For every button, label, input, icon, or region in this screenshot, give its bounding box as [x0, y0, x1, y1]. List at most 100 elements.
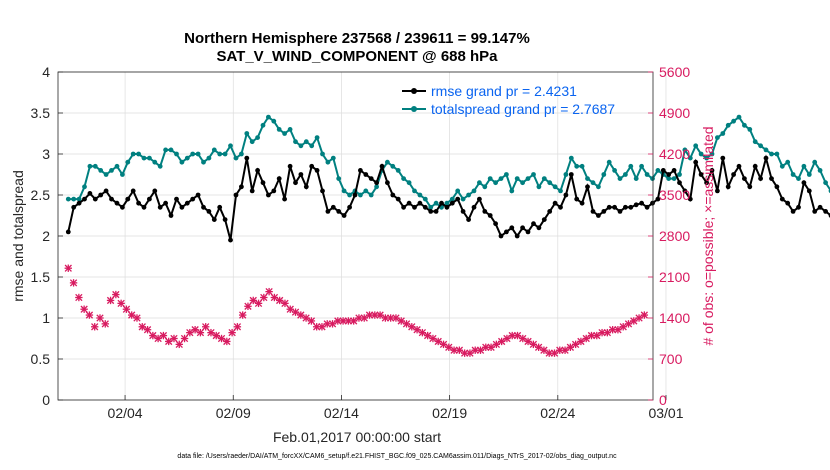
rmse-point: [531, 221, 536, 227]
rmse-point: [547, 209, 553, 214]
obs-point: [122, 305, 131, 313]
y-tick-label-left: 1.5: [31, 269, 51, 285]
spread-point: [266, 114, 271, 120]
spread-point: [731, 118, 736, 124]
spread-point: [774, 151, 780, 157]
rmse-point: [633, 202, 639, 208]
rmse-point: [509, 225, 515, 231]
obs-point: [96, 314, 104, 322]
rmse-point: [779, 196, 785, 202]
spread-point: [222, 151, 228, 157]
footnote: data file: /Users/raeder/DAI/ATM_forcXX/…: [177, 453, 617, 460]
rmse-point: [579, 200, 585, 206]
rmse-point: [217, 204, 223, 210]
rmse-point: [120, 204, 125, 210]
rmse-point: [801, 180, 807, 186]
rmse-point: [769, 176, 774, 182]
obs-point: [101, 320, 109, 328]
spread-point: [341, 188, 347, 194]
rmse-point: [704, 180, 709, 186]
spread-point: [601, 172, 607, 177]
spread-point: [428, 204, 434, 210]
obs-point: [482, 343, 490, 351]
spread-point: [65, 196, 71, 202]
spread-point: [87, 163, 93, 169]
obs-point: [117, 299, 125, 308]
rmse-point: [190, 196, 196, 202]
spread-point: [677, 172, 682, 177]
spread-point: [260, 122, 266, 128]
rmse-point: [455, 196, 461, 202]
spread-point: [558, 188, 563, 194]
rmse-point: [493, 221, 498, 227]
rmse-point: [525, 229, 531, 235]
spread-point: [444, 200, 450, 206]
rmse-point: [82, 196, 87, 202]
spread-point: [806, 172, 812, 177]
rmse-point: [504, 229, 509, 235]
rmse-point: [266, 192, 271, 198]
spread-point: [763, 147, 769, 153]
obs-point: [254, 299, 263, 308]
spread-point: [687, 155, 693, 161]
spread-point: [184, 155, 190, 161]
rmse-point: [487, 213, 493, 218]
obs-point: [476, 346, 485, 354]
rmse-point: [520, 225, 525, 231]
rmse-point: [433, 209, 439, 214]
y-tick-label-right: 5600: [659, 64, 690, 80]
rmse-point: [211, 217, 217, 223]
obs-point: [439, 340, 448, 349]
y-tick-label-right: 0: [659, 392, 667, 408]
spread-point: [109, 168, 114, 173]
obs-point: [397, 317, 405, 325]
rmse-point: [812, 209, 818, 214]
spread-point: [255, 135, 260, 141]
spread-point: [504, 172, 509, 177]
spread-point: [347, 192, 352, 198]
spread-point: [812, 159, 818, 165]
obs-point: [244, 302, 252, 310]
x-tick-label: 02/04: [108, 405, 143, 421]
rmse-point: [125, 196, 131, 202]
spread-point: [433, 200, 439, 206]
spread-point: [330, 155, 336, 161]
obs-point: [143, 326, 152, 334]
rmse-point: [536, 225, 542, 231]
spread-point: [390, 163, 396, 169]
spread-series: [65, 114, 830, 210]
rmse-point: [347, 204, 352, 210]
rmse-point: [422, 204, 428, 210]
y-tick-label-left: 2: [42, 228, 50, 244]
rmse-point: [352, 192, 358, 198]
spread-point: [276, 126, 282, 132]
rmse-point: [466, 217, 471, 223]
rmse-point: [179, 204, 185, 210]
obs-point: [159, 331, 168, 340]
rmse-point: [136, 200, 142, 206]
obs-point: [265, 287, 273, 296]
rmse-point: [330, 204, 336, 210]
spread-point: [190, 151, 196, 157]
spread-point: [217, 151, 223, 157]
rmse-point: [152, 188, 158, 194]
obs-series: [64, 264, 649, 357]
spread-point: [125, 159, 131, 165]
spread-point: [801, 163, 807, 169]
rmse-point: [368, 176, 374, 182]
obs-point: [423, 331, 432, 340]
rmse-point: [428, 209, 434, 214]
spread-point: [168, 147, 174, 153]
spread-point: [671, 176, 677, 182]
spread-point: [758, 143, 763, 149]
y-tick-label-left: 4: [42, 64, 50, 80]
rmse-point: [590, 209, 596, 214]
obs-point: [238, 311, 247, 319]
rmse-point: [477, 196, 482, 202]
legend-spread-label: totalspread grand pr = 2.7687: [431, 101, 615, 117]
spread-point: [585, 176, 590, 182]
rmse-point: [763, 155, 769, 161]
obs-point: [630, 317, 638, 325]
spread-point: [612, 168, 617, 173]
obs-point: [529, 340, 538, 349]
